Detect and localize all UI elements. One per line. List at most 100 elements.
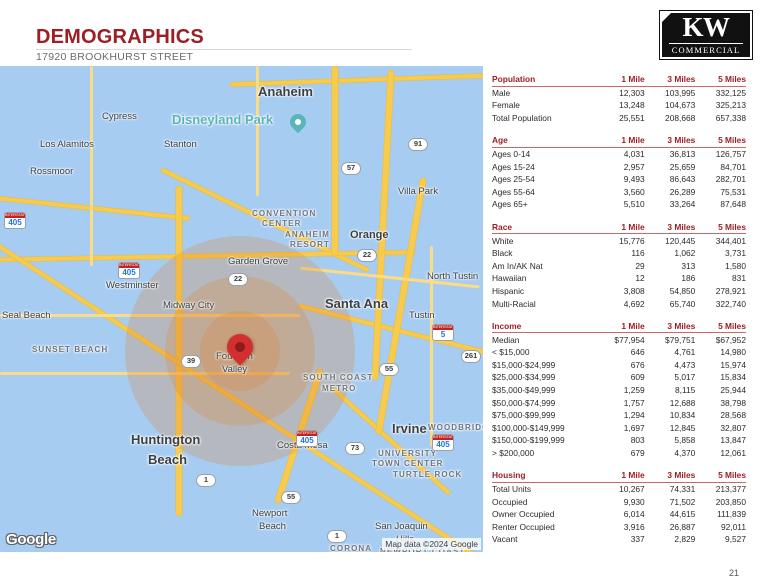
map-label: Orange [350,229,389,241]
map-label: Stanton [164,139,197,150]
shield-number: 405 [436,439,450,449]
row-label: Total Units [492,484,532,495]
row-value: 679 [630,447,645,458]
row-value: 116 [631,248,645,259]
table-row: Total Population 25,551 208,668 657,338 [492,112,746,125]
arterial-road [90,66,93,266]
kw-commercial-logo: KW COMMERCIAL [659,10,753,60]
row-label: $25,000-$34,999 [492,372,556,383]
route-shield-icon: 261 [461,350,481,363]
row-value: 104,673 [665,100,696,111]
map-label: Garden Grove [228,256,289,267]
row-value: 2,957 [623,161,645,172]
table-row: Ages 55-64 3,560 26,289 75,531 [492,186,746,199]
shield-top-label: INTERSTATE [433,434,454,440]
row-value: 803 [630,435,645,446]
row-value: 75,531 [720,186,746,197]
demographics-map[interactable]: Cypress Anaheim Los Alamitos Stanton Villa P… [0,66,483,552]
map-label: SUNSET BEACH [32,345,109,354]
route-shield-icon: 39 [181,355,201,368]
row-value: 3,916 [623,521,645,532]
page-number: 21 [728,568,739,578]
row-value: 84,701 [720,161,746,172]
table-header-row: Income 1 Mile 3 Miles 5 Miles [492,320,746,334]
row-value: 4,473 [674,359,696,370]
row-value: 5,510 [623,199,645,210]
row-value: $77,954 [614,334,645,345]
table-row: Vacant 337 2,829 9,527 [492,533,746,546]
map-label: ANAHEIM [285,230,331,239]
row-value: 646 [630,347,645,358]
row-value: 26,289 [669,186,696,197]
row-label: $75,000-$99,999 [492,410,556,421]
shield-number: 405 [300,435,314,445]
column-header: 5 Miles [695,320,746,334]
arterial-road [430,246,433,446]
map-label: CONVENTION [252,209,317,218]
row-label: Median [492,334,520,345]
row-label: Ages 55-64 [492,186,535,197]
row-label: Vacant [492,534,518,545]
column-header: 3 Miles [644,221,696,235]
map-label: Rossmoor [30,166,74,177]
row-label: Total Population [492,112,552,123]
row-value: 1,580 [725,260,746,271]
map-label: Westminster [106,280,159,291]
column-header: 5 Miles [695,470,746,483]
column-header: 1 Mile [594,320,645,334]
table-title: Race [492,221,595,235]
harbor [168,498,224,514]
row-value: 14,980 [720,347,746,358]
property-address: 17920 BROOKHURST STREET [36,51,194,63]
row-label: < $15,000 [492,347,530,358]
interstate-shield-icon: INTERSTATE 405 [4,212,26,229]
row-value: 186 [681,273,696,284]
table-row: < $15,000 646 4,761 14,980 [492,346,746,359]
table-title: Housing [492,470,595,483]
row-value: 676 [630,359,645,370]
interstate-shield-icon: INTERSTATE 5 [432,324,454,341]
row-value: 71,502 [669,496,696,507]
row-value: $79,751 [665,334,696,345]
row-value: 278,921 [715,285,746,296]
table-row: $50,000-$74,999 1,757 12,688 38,798 [492,396,746,409]
row-value: 87,648 [720,199,746,210]
shield-number: 405 [8,217,22,227]
row-value: 10,267 [619,484,645,495]
row-value: 6,014 [623,509,645,520]
row-value: 282,701 [715,174,746,185]
table-row: Hispanic 3,808 54,850 278,921 [492,285,746,298]
route-shield-icon: 55 [379,363,399,376]
table-header-row: Population 1 Mile 3 Miles 5 Miles [492,74,746,87]
table-row: Male 12,303 103,995 332,125 [492,86,746,99]
shield-top-label: INTERSTATE [5,212,26,218]
row-value: 74,331 [669,484,696,495]
row-value: 2,829 [674,534,696,545]
row-value: 5,017 [674,372,696,383]
route-shield-icon: 91 [408,138,428,151]
column-header: 3 Miles [644,470,696,483]
row-value: 1,757 [623,397,645,408]
column-header: 5 Miles [695,135,746,148]
table-income: Income 1 Mile 3 Miles 5 Miles Median $77,954 $… [492,320,746,459]
table-population: Population 1 Mile 3 Miles 5 Miles Male 12,303… [492,74,746,124]
map-label: Seal Beach [2,310,51,321]
row-value: 33,264 [669,199,696,210]
row-label: Hawaiian [492,273,527,284]
row-value: 36,813 [669,149,696,160]
row-value: 12,845 [669,422,696,433]
harbor [8,226,48,252]
table-title: Population [492,74,595,87]
map-label: Midway City [163,300,215,311]
row-value: 86,643 [669,174,696,185]
row-label: Hispanic [492,285,525,296]
map-label: TURTLE ROCK [393,470,463,479]
map-label: Beach [259,521,286,532]
column-header: 1 Mile [594,74,645,87]
highway-sr57 [332,66,338,256]
map-label: Irvine [392,421,427,436]
row-label: Owner Occupied [492,509,555,520]
row-value: 332,125 [715,87,746,98]
row-value: 208,668 [665,112,696,123]
row-value: 12,303 [619,87,645,98]
